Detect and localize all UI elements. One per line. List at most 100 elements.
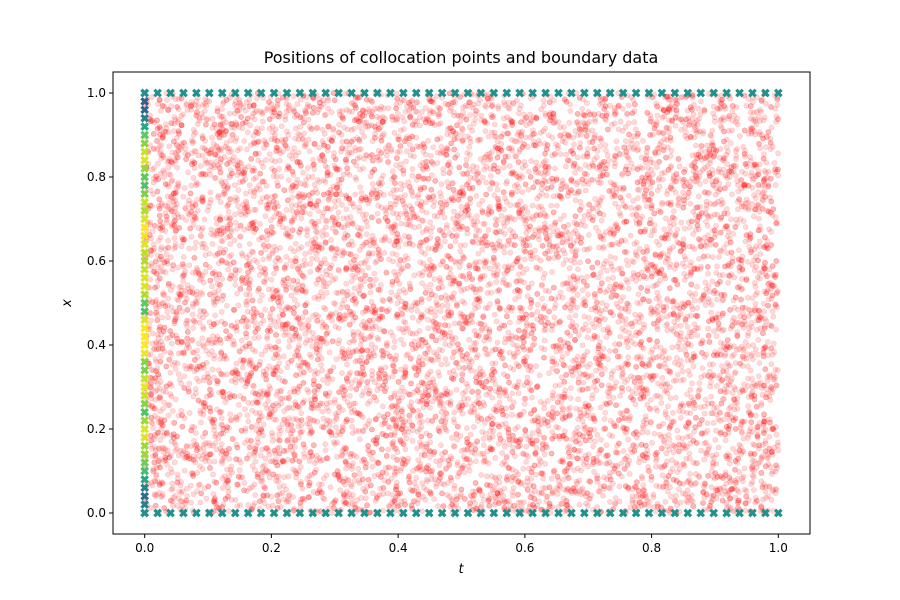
collocation-point [262,271,269,277]
collocation-point [724,233,731,240]
collocation-point [322,111,329,118]
collocation-point [335,166,341,172]
collocation-point [164,308,171,315]
collocation-point [175,264,182,271]
collocation-point [547,248,553,254]
collocation-point [451,320,458,327]
collocation-point [501,231,508,237]
collocation-point [472,116,479,123]
collocation-point [208,226,215,233]
points-layer [140,88,783,518]
collocation-point [315,208,322,214]
collocation-point [585,403,591,410]
collocation-point [301,257,308,263]
collocation-point [607,498,613,505]
collocation-point [745,332,751,339]
collocation-point [451,208,457,215]
collocation-point [444,302,451,309]
collocation-point [471,441,478,448]
collocation-point [344,222,351,229]
collocation-point [540,97,547,104]
collocation-point [648,375,655,382]
collocation-point [677,414,684,421]
collocation-point [180,253,187,260]
collocation-point [209,283,215,290]
collocation-point [302,202,309,209]
collocation-point [235,401,242,408]
collocation-point [335,266,342,273]
collocation-point [478,472,485,478]
collocation-point [570,162,577,169]
collocation-point [502,420,509,427]
collocation-point [196,117,203,124]
collocation-point [451,409,458,416]
collocation-point [529,394,535,401]
collocation-point [519,189,526,195]
collocation-point [757,226,763,233]
collocation-point [612,501,619,508]
collocation-point [651,430,658,437]
collocation-point [438,361,445,368]
collocation-point [196,319,203,326]
collocation-point [557,124,564,131]
collocation-point [531,341,538,348]
collocation-point [501,249,508,256]
collocation-point [266,151,273,158]
collocation-point [553,342,559,349]
collocation-point [435,353,441,360]
collocation-point [585,109,592,115]
collocation-point [495,440,502,447]
collocation-point [418,143,424,150]
collocation-point [186,380,193,387]
collocation-point [202,137,208,144]
collocation-point [646,174,653,181]
collocation-point [616,483,623,490]
collocation-point [463,156,470,163]
collocation-point [244,412,251,419]
collocation-point [323,392,329,399]
collocation-point [190,174,197,181]
collocation-point [380,490,386,497]
collocation-point [362,495,369,502]
collocation-point [257,297,263,304]
collocation-point [252,492,259,498]
collocation-point [492,499,499,505]
collocation-point [416,426,423,433]
collocation-point [722,105,729,112]
collocation-point [165,412,172,419]
collocation-point [688,259,694,266]
collocation-point [256,271,263,278]
collocation-point [391,129,398,136]
collocation-point [529,311,536,318]
collocation-point [313,256,320,262]
collocation-point [735,206,741,213]
collocation-point [211,174,218,181]
collocation-point [770,340,777,347]
collocation-point [619,384,625,391]
collocation-point [510,101,517,107]
collocation-point [281,332,288,339]
collocation-point [226,156,233,163]
collocation-point [628,160,635,167]
collocation-point [560,180,566,187]
collocation-point [181,467,188,474]
collocation-point [324,164,331,171]
collocation-point [444,309,451,315]
collocation-point [442,341,449,347]
collocation-point [453,386,460,393]
collocation-point [160,291,167,298]
collocation-point [160,388,167,395]
collocation-point [602,142,609,149]
collocation-point [530,216,537,223]
collocation-point [592,196,598,202]
collocation-point [632,311,638,318]
collocation-point [298,215,305,222]
collocation-point [529,342,536,349]
collocation-point [622,379,628,385]
collocation-point [579,287,586,294]
collocation-point [175,214,182,220]
collocation-point [709,278,716,285]
collocation-point [172,396,179,403]
collocation-point [533,264,540,271]
collocation-point [171,235,178,241]
